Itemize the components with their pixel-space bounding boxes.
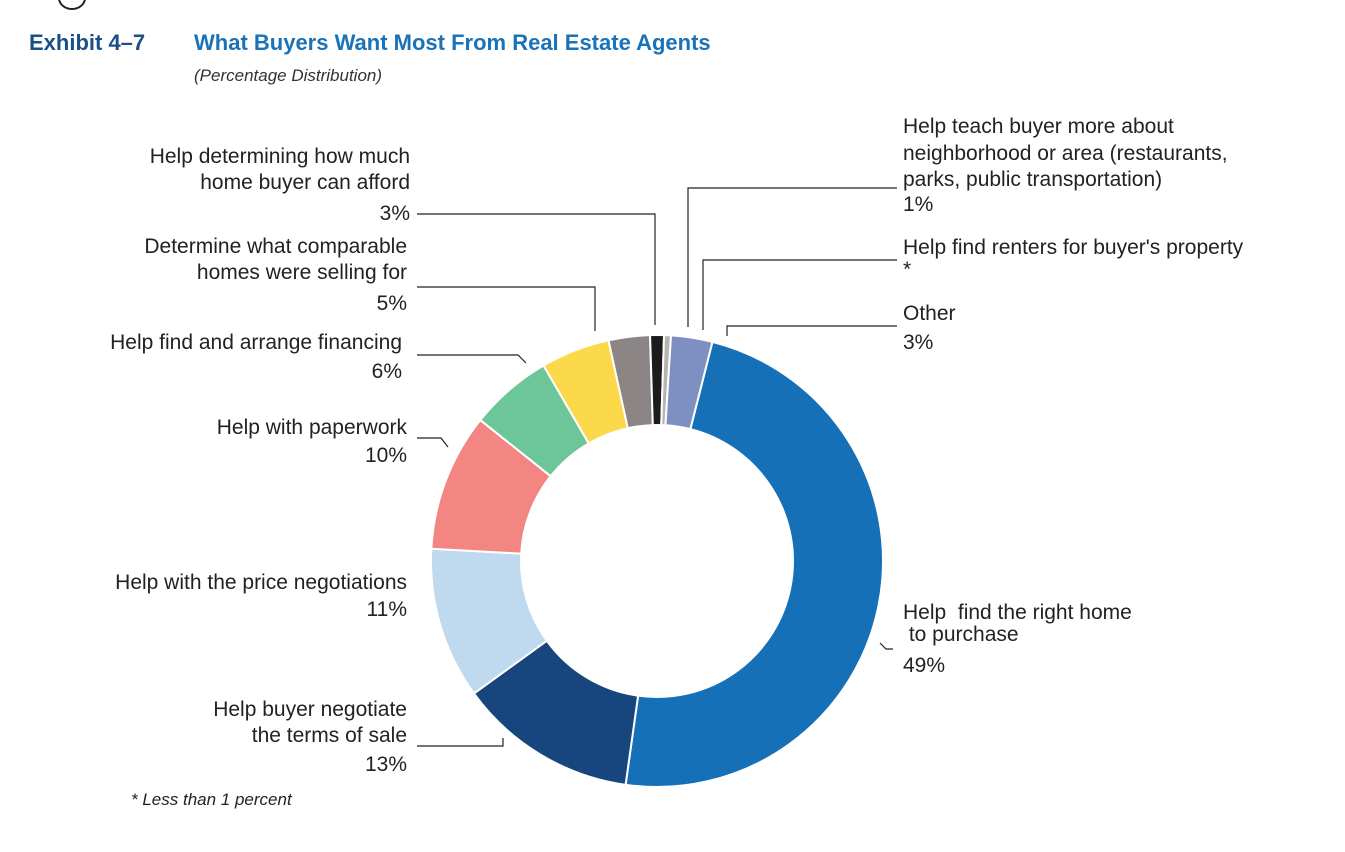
label-financing-line-1: Help find and arrange financing (110, 331, 402, 354)
exhibit-number: Exhibit 4–7 (29, 30, 146, 55)
leader-line-neighborhood (687, 187, 897, 327)
value-label-neighborhood: 1% (903, 193, 933, 216)
label-negotiate_terms-line-1: Help buyer negotiate (213, 698, 407, 721)
label-neighborhood-line-3: parks, public transportation) (903, 168, 1162, 191)
label-comparable_homes-line-2: homes were selling for (197, 261, 407, 284)
value-label-find_home: 49% (903, 654, 945, 677)
leader-line-afford (417, 213, 656, 325)
label-negotiate_terms-line-2: the terms of sale (252, 724, 407, 747)
label-neighborhood-line-1: Help teach buyer more about (903, 115, 1174, 138)
label-other-line-1: Other (903, 302, 956, 325)
value-label-comparable_homes: 5% (377, 292, 407, 315)
label-paperwork-line-1: Help with paperwork (217, 416, 408, 439)
footnote: * Less than 1 percent (131, 790, 292, 809)
leader-line-renters (702, 259, 897, 330)
leader-line-financing (417, 354, 527, 364)
slice-labels: Help find the right home to purchase 49% H… (110, 115, 1244, 776)
leader-line-comparable_homes (417, 286, 596, 331)
label-find_home-line-2: to purchase (903, 623, 1019, 646)
label-neighborhood-line-2: neighborhood or area (restaurants, (903, 142, 1228, 165)
label-afford-line-2: home buyer can afford (200, 171, 410, 194)
leader-lines (417, 187, 897, 747)
leader-line-negotiate_terms (417, 738, 504, 747)
slice-find_home (624, 340, 884, 788)
value-label-negotiate_terms: 13% (365, 753, 407, 776)
value-label-price_negotiations: 11% (367, 598, 407, 621)
chart-subtitle: (Percentage Distribution) (194, 66, 383, 85)
label-renters-line-1: Help find renters for buyer's property (903, 236, 1244, 259)
label-price_negotiations-line-1: Help with the price negotiations (115, 571, 407, 594)
label-comparable_homes-line-1: Determine what comparable (144, 235, 407, 258)
value-label-financing: 6% (372, 360, 402, 383)
leader-line-other (726, 325, 897, 336)
chart-title: What Buyers Want Most From Real Estate A… (194, 30, 711, 55)
value-label-renters: * (903, 258, 911, 281)
leader-line-find_home (879, 642, 893, 650)
label-find_home-line-1: Help find the right home (903, 601, 1132, 624)
slice-other (664, 334, 714, 431)
value-label-paperwork: 10% (365, 444, 407, 467)
label-afford-line-1: Help determining how much (150, 145, 410, 168)
donut-slices (430, 334, 884, 788)
leader-line-paperwork (417, 437, 449, 448)
value-label-afford: 3% (380, 202, 410, 225)
value-label-other: 3% (903, 331, 933, 354)
